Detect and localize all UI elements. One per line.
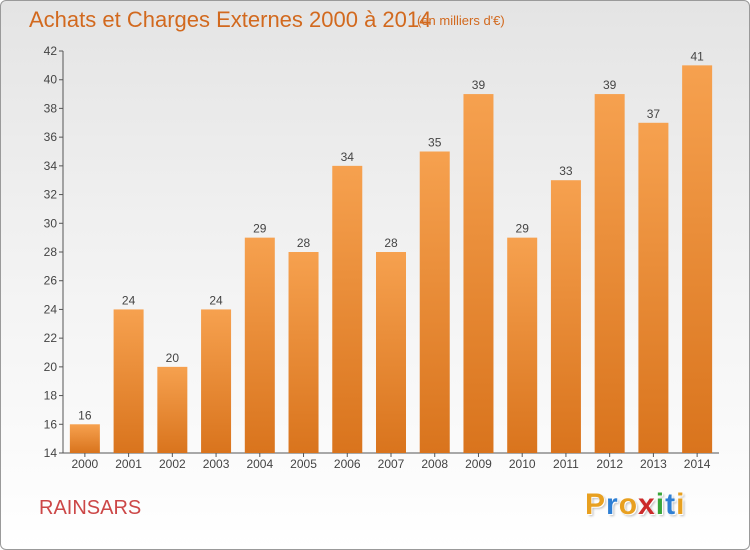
y-tick-label: 22 [44,331,58,345]
bar-2009 [463,94,494,454]
x-tick-label-2013: 2013 [640,457,667,471]
x-tick-label-2014: 2014 [684,457,711,471]
x-tick-label-2012: 2012 [596,457,623,471]
bar-2011 [550,180,581,453]
bar-2002 [157,366,188,453]
x-tick-label-2003: 2003 [203,457,230,471]
bar-2001 [113,309,144,453]
chart-title: Achats et Charges Externes 2000 à 2014 [29,7,432,32]
x-tick-label-2007: 2007 [378,457,405,471]
data-label-2001: 24 [122,293,136,307]
y-axis: 14 16 18 20 22 24 26 28 30 32 34 36 38 40 42 [44,44,64,460]
x-tick-label-2005: 2005 [290,457,317,471]
y-tick-label: 36 [44,130,58,144]
data-label-2007: 28 [384,236,398,250]
data-label-2011: 33 [559,164,573,178]
y-tick-label: 16 [44,417,58,431]
y-tick-label: 40 [44,73,58,87]
y-tick-label: 14 [44,446,58,460]
logo-letter: i [676,488,686,521]
data-label-2010: 29 [516,222,530,236]
bar-2008 [419,151,450,453]
logo-letter: x [638,488,656,521]
bar-2010 [507,237,538,453]
x-axis: 2000 2001 2002 2003 2004 2005 2006 2007 2008 2009… [63,452,719,471]
place-name: RAINSARS [39,497,142,519]
data-label-2005: 28 [297,236,311,250]
bar-2013 [638,122,669,454]
x-tick-label-2002: 2002 [159,457,186,471]
bar-2003 [201,309,232,453]
x-tick-label-2001: 2001 [115,457,142,471]
bar-2000 [69,424,100,453]
y-tick-label: 32 [44,188,58,202]
y-tick-label: 20 [44,360,58,374]
y-tick-label: 38 [44,101,58,115]
chart-subtitle: (en milliers d'€) [417,13,505,28]
y-tick-label: 34 [44,159,58,173]
logo-letter: i [655,488,666,521]
bar-2006 [332,165,363,453]
x-tick-label-2011: 2011 [553,457,579,471]
bar-2014 [682,65,713,453]
y-tick-label: 30 [44,216,58,230]
data-label-2009: 39 [472,78,486,92]
x-tick-label-2006: 2006 [334,457,361,471]
x-tick-label-2009: 2009 [465,457,492,471]
logo-letter: P [585,488,607,521]
data-label-2012: 39 [603,78,617,92]
logo-letter: o [618,488,639,521]
bar-2004 [244,237,275,453]
data-label-2014: 41 [690,49,704,63]
data-label-2008: 35 [428,136,442,150]
data-label-2013: 37 [647,107,661,121]
bar-2007 [376,252,406,453]
x-tick-label-2000: 2000 [72,457,99,471]
data-label-2000: 16 [78,408,92,422]
y-tick-label: 28 [44,245,58,259]
bars: 16 24 20 24 29 28 34 28 35 39 29 33 39 37 41 [69,49,713,454]
bar-2012 [594,94,625,454]
y-tick-label: 42 [44,44,58,58]
data-label-2003: 24 [209,293,223,307]
logo-letter: t [665,488,677,521]
logo-letter: r [606,488,619,521]
x-tick-label-2010: 2010 [509,457,536,471]
x-tick-label-2004: 2004 [246,457,273,471]
bar-2005 [288,252,319,453]
data-label-2004: 29 [253,222,267,236]
y-tick-label: 18 [44,389,58,403]
proxiti-logo: Proxiti [585,488,685,522]
y-tick-label: 26 [44,274,58,288]
data-label-2002: 20 [166,351,180,365]
data-label-2006: 34 [341,150,355,164]
x-tick-label-2008: 2008 [421,457,448,471]
y-tick-label: 24 [44,302,58,316]
